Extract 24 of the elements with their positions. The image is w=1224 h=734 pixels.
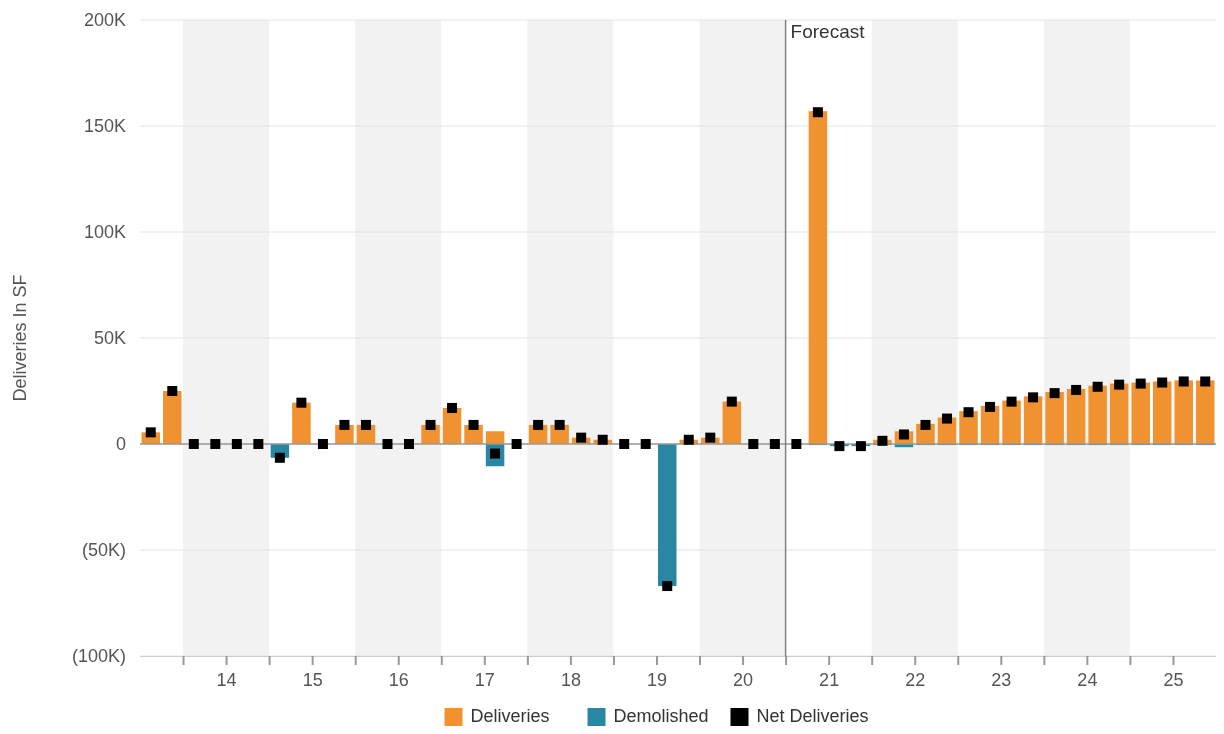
y-tick-label: 50K — [93, 328, 126, 349]
y-tick-label: 100K — [83, 222, 126, 243]
ref-line-label: Forecast — [790, 21, 866, 42]
x-tick-label: 20 — [733, 669, 754, 690]
x-tick-label: 17 — [474, 669, 495, 690]
x-tick-label: 19 — [646, 669, 667, 690]
x-tick-label: 14 — [216, 669, 237, 690]
y-tick-label: 0 — [115, 434, 126, 455]
x-tick-label: 15 — [302, 669, 323, 690]
legend-label: Net Deliveries — [756, 706, 869, 727]
y-tick-label: (100K) — [71, 646, 126, 667]
x-tick-label: 25 — [1163, 669, 1184, 690]
y-axis-title: Deliveries In SF — [10, 274, 30, 402]
legend-label: Demolished — [613, 706, 709, 727]
x-tick-label: 24 — [1077, 669, 1098, 690]
x-tick-label: 16 — [388, 669, 409, 690]
y-tick-label: 150K — [83, 116, 126, 137]
y-tick-label: (50K) — [81, 540, 126, 561]
legend-label: Deliveries — [470, 706, 550, 727]
x-tick-label: 23 — [991, 669, 1012, 690]
x-tick-label: 22 — [905, 669, 926, 690]
y-tick-label: 200K — [83, 10, 126, 31]
x-tick-label: 18 — [560, 669, 581, 690]
x-tick-label: 21 — [819, 669, 840, 690]
